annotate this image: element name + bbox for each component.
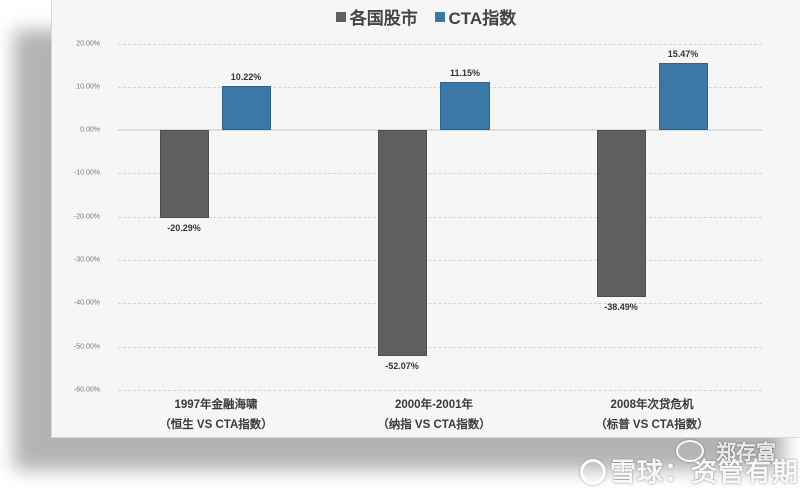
bar-stocks-2000 xyxy=(378,130,427,356)
gridline xyxy=(118,303,762,304)
gridline xyxy=(118,260,762,261)
bar-stocks-1997 xyxy=(160,130,209,218)
category-label-2008: 2008年次贷危机 （标普 VS CTA指数） xyxy=(552,395,752,435)
watermark: 雪球：资管有期 xyxy=(580,452,799,489)
y-tick: 0.00% xyxy=(80,126,100,134)
legend: 各国股市 CTA指数 xyxy=(52,4,800,29)
y-tick: -30.00% xyxy=(73,256,100,264)
category-label-2000: 2000年-2001年 （纳指 VS CTA指数） xyxy=(334,395,534,435)
legend-label-stocks: 各国股市 xyxy=(349,9,418,28)
category-label-1997: 1997年金融海啸 （恒生 VS CTA指数） xyxy=(116,395,316,435)
wechat-icon xyxy=(676,440,704,462)
gridline xyxy=(118,173,762,174)
gridline xyxy=(118,217,762,218)
legend-label-cta: CTA指数 xyxy=(448,9,517,28)
y-tick: -20.00% xyxy=(73,213,100,221)
data-label-stocks-2000: -52.07% xyxy=(385,361,419,371)
y-tick: -10.00% xyxy=(73,169,100,177)
gridline xyxy=(118,44,762,45)
watermark-text: 雪球：资管有期 xyxy=(610,457,800,487)
watermark-author: 郑存富 xyxy=(716,442,776,464)
bar-cta-2008 xyxy=(659,63,708,130)
data-label-stocks-2008: -38.49% xyxy=(604,302,638,312)
y-tick: -40.00% xyxy=(73,299,100,307)
legend-swatch-cta xyxy=(434,11,445,22)
y-tick: -60.00% xyxy=(73,386,100,394)
data-label-cta-2000: 11.15% xyxy=(449,68,481,78)
legend-swatch-stocks xyxy=(335,11,346,22)
gridline xyxy=(118,347,762,348)
bar-cta-1997 xyxy=(222,86,271,130)
zero-line xyxy=(118,129,762,131)
data-label-cta-1997: 10.22% xyxy=(230,72,262,82)
category-label-line1: 1997年金融海啸 xyxy=(174,399,258,411)
y-tick: 10.00% xyxy=(76,83,100,91)
data-label-cta-2008: 15.47% xyxy=(667,49,699,59)
bar-stocks-2008 xyxy=(597,130,646,297)
y-tick: 20.00% xyxy=(76,40,100,48)
legend-item-stocks: 各国股市 xyxy=(335,4,418,29)
category-label-line2: （标普 VS CTA指数） xyxy=(595,419,709,431)
gridline xyxy=(118,390,762,391)
legend-item-cta: CTA指数 xyxy=(434,4,517,29)
category-label-line1: 2008年次贷危机 xyxy=(610,399,694,411)
y-tick: -50.00% xyxy=(73,343,100,351)
chart-card: 各国股市 CTA指数 20.00% 10.00% 0.00% -10.00% -… xyxy=(52,0,800,437)
category-label-line2: （纳指 VS CTA指数） xyxy=(377,419,491,431)
data-label-stocks-1997: -20.29% xyxy=(167,223,201,233)
xueqiu-logo-icon xyxy=(580,459,606,485)
bar-cta-2000 xyxy=(440,82,490,130)
plot-area: 20.00% 10.00% 0.00% -10.00% -20.00% -30.… xyxy=(52,0,800,437)
category-label-line1: 2000年-2001年 xyxy=(395,399,473,411)
category-label-line2: （恒生 VS CTA指数） xyxy=(159,419,273,431)
